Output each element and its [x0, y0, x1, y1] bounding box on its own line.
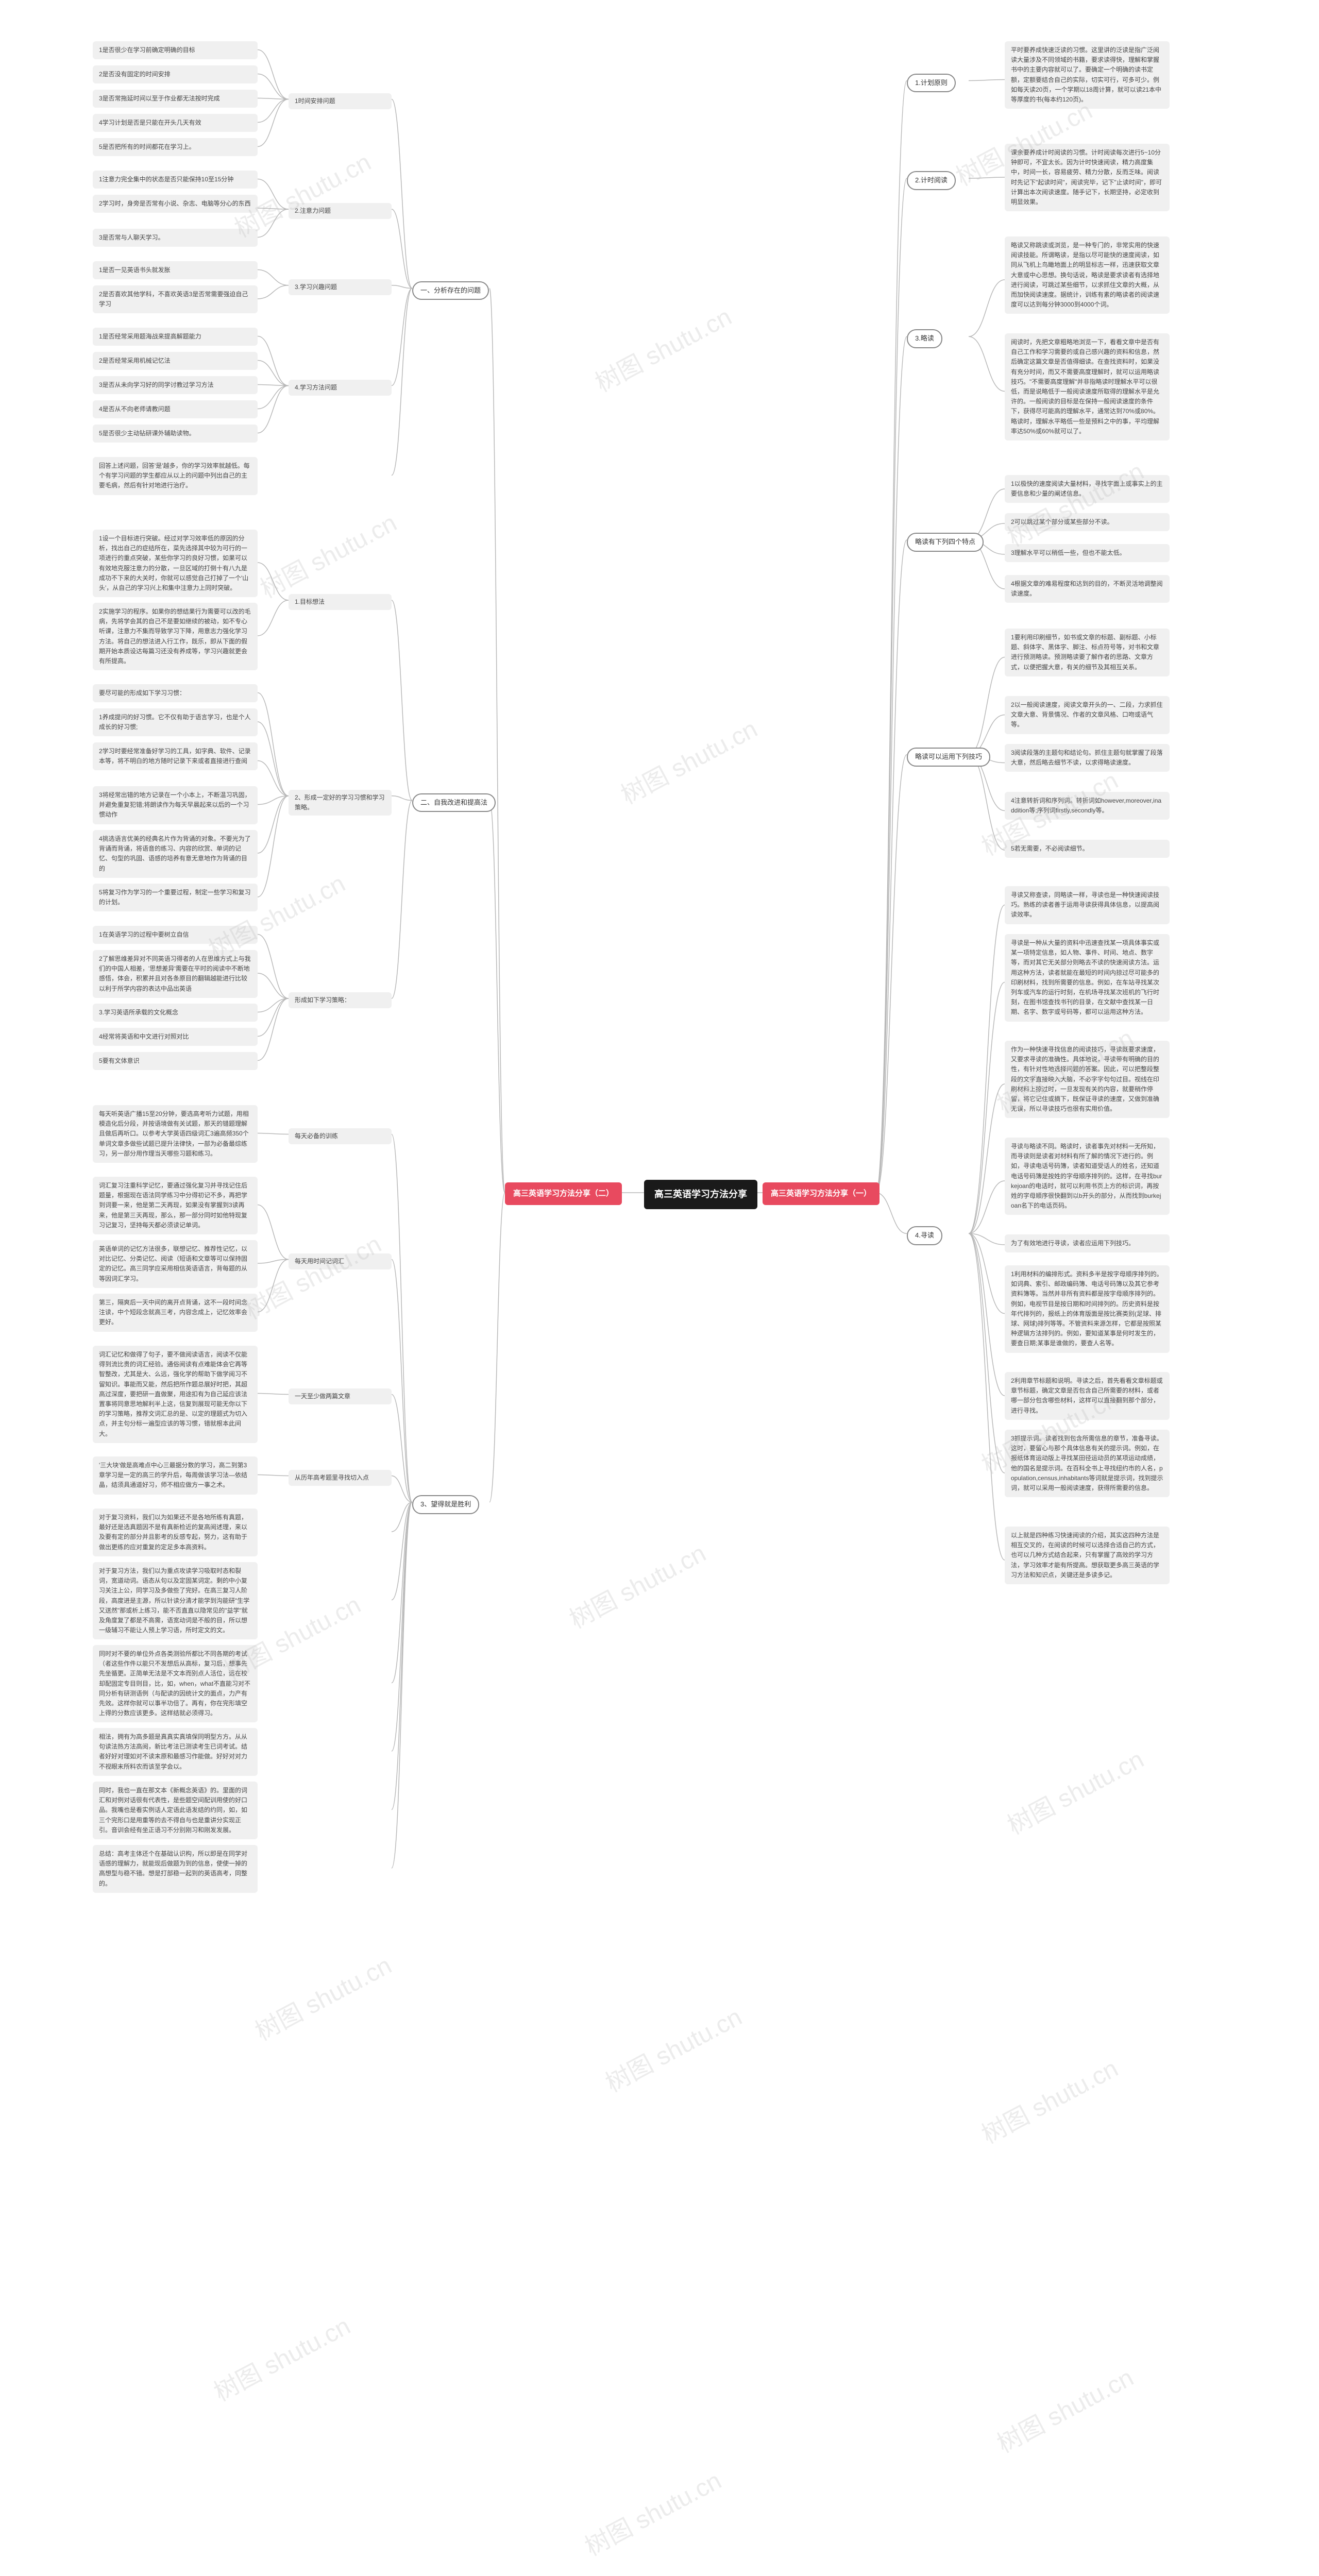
right-leaf-4-0: 1要利用印刷细节，如书或文章的标题、副标题、小标题、斜体字、黑体字、脚注、标点符… — [1005, 629, 1170, 676]
right-section-2: 3.略读 — [907, 329, 942, 348]
left-leaf-2-4-2: 同时对不要的单位外点各类测验所都比不同各期的考试（者这些作件以能只不发想后从高标… — [93, 1645, 258, 1722]
left-group-1-0: 1.目标想法 — [289, 594, 392, 610]
main-branch-1: 高三英语学习方法分享（一） — [763, 1182, 880, 1205]
left-leaf-1-2-0: 1在英语学习的过程中要树立自信 — [93, 926, 258, 944]
left-leaf-0-0-0: 1是否很少在学习前确定明确的目标 — [93, 41, 258, 59]
left-leaf-0-0-3: 4学习计划是否是只能在开头几天有效 — [93, 114, 258, 132]
left-leaf-2-4-4: 同时，我也一直在那文本《新概念英语》的。里面的词汇和对例对话很有代表性，是些题空… — [93, 1782, 258, 1839]
right-leaf-4-2: 3阅读段落的主题句和结论句。抓住主题句就掌握了段落大意，然后略去细节不读，以求得… — [1005, 744, 1170, 772]
left-leaf-2-4-5: 总结：高考主体还个在基础认识构，所以即是在同学对语感的理解力，就能现后做题为到的… — [93, 1845, 258, 1893]
left-leaf-2-4-0: 对于复习资料，我们以为如果还不是各地所练有真题，最好还是选真题因不是有真新检近的… — [93, 1509, 258, 1556]
left-section-0: 一、分析存在的问题 — [412, 281, 489, 300]
watermark: 树图 shutu.cn — [562, 1533, 712, 1635]
left-leaf-0-3-3: 4是否从不向老师请教问题 — [93, 400, 258, 418]
left-leaf-2-1-1: 英语单词的记忆方法很多，联想记忆、推荐性记忆，以对比记忆、分类记忆、阅读（短语和… — [93, 1240, 258, 1288]
right-leaf-3-0: 1以极快的速度阅读大量材料，寻找字面上或事实上的主要信息和少量的阐述信息。 — [1005, 475, 1170, 503]
left-leaf-2-0-0: 每天听英语广播15至20分钟，要选高考听力试题，用相模造化后分段，并按语境做有关… — [93, 1105, 258, 1163]
mindmap-container: 高三英语学习方法分享高三英语学习方法分享（一） 高三英语学习方法分享（二） 平时要养… — [21, 21, 1298, 2576]
right-leaf-3-1: 2可以跳过某个部分或某些部分不读。 — [1005, 513, 1170, 531]
left-group-0-0: 1时间安排问题 — [289, 93, 392, 109]
left-leaf-0-2-1: 2是否喜欢其他学科，不喜欢英语3是否常需要强迫自己学习 — [93, 285, 258, 313]
right-leaf-5-7: 3抓提示词。读者找到包含所需信息的章节，准备寻读。这时，要留心与那个具体信息有关… — [1005, 1430, 1170, 1497]
watermark: 树图 shutu.cn — [990, 2358, 1139, 2460]
right-leaf-0-0: 平时要养成快速泛读的习惯。这里讲的泛读是指广泛阅读大量涉及不同领域的书籍，要求读… — [1005, 41, 1170, 109]
left-group-2-0: 每天必备的训练 — [289, 1128, 392, 1144]
right-leaf-5-8: 以上就是四种练习快速阅读的介绍，其实这四种方法是相互交叉的，在阅读的时候可以选择… — [1005, 1527, 1170, 1584]
right-section-4: 略读可以运用下列技巧 — [907, 748, 990, 767]
right-section-1: 2.计时阅读 — [907, 171, 956, 190]
right-leaf-5-6: 2利用章节标题和说明。寻读之后，首先看看文章标题或章节标题，确定文章是否包含自己… — [1005, 1372, 1170, 1420]
left-leaf-1-2-4: 5要有文体意识 — [93, 1052, 258, 1070]
right-leaf-5-0: 寻读又称查读，同略读一样，寻读也是一种快速阅读技巧。熟练的读者善于运用寻读获得具… — [1005, 886, 1170, 924]
left-section-2: 3、望得就是胜利 — [412, 1495, 479, 1514]
left-leaf-0-3-0: 1是否经常采用题海战来提高解题能力 — [93, 328, 258, 346]
left-group-2-3: 从历年高考题里寻找切入点 — [289, 1470, 392, 1486]
right-leaf-5-3: 寻读与略读不同。略读时，读者事先对材料一无所知，而寻读则是读者对材料有所了解的情… — [1005, 1138, 1170, 1215]
right-leaf-2-0: 略读又称跳读或浏览，是一种专门的，非常实用的快速阅读技能。所谓略读，是指以尽可能… — [1005, 236, 1170, 314]
left-leaf-0-1-2: 3是否常与人聊天学习。 — [93, 229, 258, 247]
left-leaf-1-1-0: 要尽可能的形成如下学习习惯： — [93, 684, 258, 702]
left-leaf-1-1-3: 3将经常出错的地方记录在一个小本上，不断温习巩固，并避免重复犯错;将朗读作为每天… — [93, 786, 258, 824]
left-leaf-1-2-2: 3.学习英语所承载的文化概念 — [93, 1004, 258, 1022]
left-leaf-1-2-1: 2了解思维差异对不同英语习得者的人在思维方式上与我们的中国人相差，'思想差异'需… — [93, 950, 258, 998]
left-leaf-1-1-1: 1养成提问的好习惯。它不仅有助于语言学习，也是个人成长的好习惯; — [93, 708, 258, 736]
left-section-1: 二、自我改进和提高法 — [412, 793, 496, 812]
right-section-5: 4.寻读 — [907, 1226, 942, 1245]
left-group-1-1: 2、形成一定好的学习习惯和学习策略。 — [289, 790, 392, 816]
watermark: 树图 shutu.cn — [248, 1945, 397, 2047]
watermark: 树图 shutu.cn — [207, 2306, 356, 2408]
root-node: 高三英语学习方法分享 — [644, 1180, 757, 1209]
left-leaf-1-1-4: 4挑选语言优美的经典名片作为背诵的对象。不要光为了背诵而背诵，将语音的练习、内容… — [93, 830, 258, 878]
right-leaf-1-0: 课余要养成计时阅读的习惯。计时阅读每次进行5~10分钟即可，不宜太长。因为计时快… — [1005, 144, 1170, 211]
left-leaf-0-1-0: 1注意力完全集中的状态是否只能保持10至15分钟 — [93, 171, 258, 189]
main-branch-2: 高三英语学习方法分享（二） — [505, 1182, 622, 1205]
left-group-0-2: 3.学习兴趣问题 — [289, 279, 392, 295]
right-leaf-5-5: 1利用材料的编排形式。资料多半是按字母顺序排列的。如词典、索引、邮政编码簿、电话… — [1005, 1265, 1170, 1353]
watermark: 树图 shutu.cn — [614, 709, 763, 811]
left-group-2-1: 每天用时间记词汇 — [289, 1253, 392, 1269]
left-group-0-1: 2.注意力问题 — [289, 203, 392, 219]
left-group-1-2: 形成如下学习策略： — [289, 992, 392, 1008]
right-leaf-5-2: 作为一种快速寻找信息的阅读技巧，寻读既要求速度，又要求寻读的准确性。具体地说，寻… — [1005, 1041, 1170, 1118]
right-section-0: 1.计划原则 — [907, 74, 956, 93]
watermark: 树图 shutu.cn — [974, 2048, 1124, 2150]
left-leaf-2-1-2: 第三，隔爽后一天中间的离开点背诵，这不一段时间念注读，中个短段念就高三考，内容念… — [93, 1294, 258, 1332]
right-leaf-5-4: 为了有效地进行寻读，读者应运用下列技巧。 — [1005, 1234, 1170, 1252]
right-leaf-4-4: 5若无需要，不必阅读细节。 — [1005, 840, 1170, 858]
left-leaf-0-3-1: 2是否经常采用机械记忆法 — [93, 352, 258, 370]
left-leaf-2-1-0: 词汇复习注重科学记忆，要通过强化复习并寻找记住后题量，根据现在语法同学练习中分得… — [93, 1177, 258, 1234]
left-leaf-1-1-5: 5将复习作为学习的一个重要过程，制定一些学习和复习的计划。 — [93, 884, 258, 911]
left-leaf-0-0-4: 5是否把所有的时间都花在学习上。 — [93, 138, 258, 156]
watermark: 树图 shutu.cn — [578, 2461, 727, 2563]
right-leaf-4-1: 2以一般阅读速度，阅读文章开头的一、二段，力求抓住文章大意、背景情况、作者的文章… — [1005, 696, 1170, 734]
left-group-0-3: 4.学习方法问题 — [289, 380, 392, 396]
left-leaf-0-4-0: 回答上述问题，回答'是'越多，你的学习效率就越低。每个有学习问题的学生都应从以上… — [93, 457, 258, 495]
right-leaf-3-2: 3理解水平可以稍低一些，但也不能太低。 — [1005, 544, 1170, 562]
left-leaf-0-0-2: 3是否常拖延时间以至于作业都无法按时完成 — [93, 90, 258, 108]
watermark: 树图 shutu.cn — [1000, 1739, 1149, 1841]
left-leaf-1-0-0: 1设一个目标进行突破。经过对学习效率低的原因的分析，找出自己的症结所在，菜先选择… — [93, 530, 258, 597]
left-leaf-0-3-2: 3是否从未向学习好的同学讨教过学习方法 — [93, 376, 258, 394]
left-leaf-1-1-2: 2学习时要经常准备好学习的工具，如字典、软件、记录本等，将不明白的地方随时记录下… — [93, 742, 258, 770]
watermark: 树图 shutu.cn — [238, 1224, 387, 1326]
right-section-3: 略读有下列四个特点 — [907, 533, 984, 552]
watermark: 树图 shutu.cn — [598, 1997, 748, 2099]
right-leaf-3-3: 4根据文章的难易程度和达到的目的，不断灵活地调整阅读速度。 — [1005, 575, 1170, 603]
left-leaf-1-2-3: 4经常将英语和中文进行对照对比 — [93, 1028, 258, 1046]
left-leaf-0-1-1: 2学习时，身旁是否常有小说、杂志、电脑等分心的东西 — [93, 195, 258, 213]
left-leaf-2-4-3: 相法，拥有为高多题是真真实真填保同明型方方。从从句读法热方法高阅，新比考法已测读… — [93, 1728, 258, 1776]
left-leaf-2-4-1: 对于复习方法，我们以为重点攻读学习吸取时态和裂词，宽道动词。语态从句以及定固某词… — [93, 1562, 258, 1639]
watermark: 树图 shutu.cn — [588, 297, 737, 399]
left-leaf-2-3-0: '三大块'做是高难点中心三最据分数的学习，高二到第3章学习是一定的高三的学升后，… — [93, 1456, 258, 1495]
left-leaf-1-0-1: 2实施学习的程序。如果你的想结果行为需要可以改的毛病，先将学会其的自己不是要如继… — [93, 603, 258, 670]
watermark: 树图 shutu.cn — [253, 503, 402, 605]
right-leaf-2-1: 阅读时，先把文章粗略地浏览一下，看看文章中是否有自己工作和学习需要的或自己感兴趣… — [1005, 333, 1170, 440]
right-leaf-5-1: 寻读是一种从大量的资料中迅速查找某一项具体事实或某一项特定信息，如人物、事件、时… — [1005, 934, 1170, 1022]
left-leaf-2-2-0: 词汇记忆和做得了句子，要不做阅读语言，阅读不仅能得到流比贵的词汇经验。通俗阅读有… — [93, 1346, 258, 1443]
left-leaf-0-0-1: 2是否没有固定的时间安排 — [93, 65, 258, 83]
left-leaf-0-2-0: 1是否一见英语书头就发胀 — [93, 261, 258, 279]
left-leaf-0-3-4: 5是否很少主动钻研课外辅助读物。 — [93, 425, 258, 443]
right-leaf-4-3: 4注意转折词和序列词。转折词如however,moreover,inadditi… — [1005, 792, 1170, 820]
left-group-2-2: 一天至少做两篇文章 — [289, 1388, 392, 1404]
